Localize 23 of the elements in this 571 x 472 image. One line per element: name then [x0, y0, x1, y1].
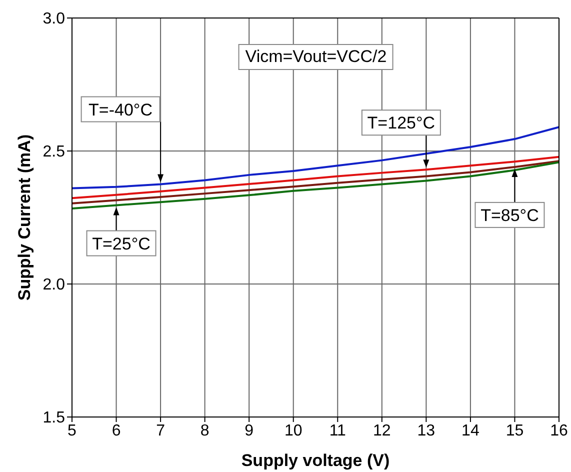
x-tick-label: 7	[156, 422, 166, 440]
x-axis-title: Supply voltage (V)	[241, 451, 390, 470]
series-label: T=25°C	[92, 234, 150, 254]
x-tick-label: 9	[244, 422, 254, 440]
y-tick-label: 1.5	[42, 410, 66, 427]
x-tick-label: 14	[462, 422, 480, 440]
x-tick-label: 5	[68, 422, 77, 440]
text: T=85°C	[480, 206, 539, 225]
y-tick-label: 3.0	[42, 10, 66, 28]
y-tick-label: 2.5	[42, 144, 66, 161]
x-tick-label: 6	[112, 422, 121, 440]
text: T=-40°C	[88, 100, 153, 120]
x-tick-label: 15	[506, 422, 524, 440]
x-tick-label: 10	[284, 422, 302, 440]
text: T=125°C	[367, 114, 436, 133]
x-tick-label: 11	[329, 422, 346, 440]
x-tick-label: 12	[373, 422, 391, 440]
x-tick-label: 13	[417, 422, 436, 440]
x-tick-label: 8	[200, 422, 210, 440]
y-axis-title: Supply Current (mA)	[15, 134, 34, 301]
annotation: Vicm=Vout=VCC/2	[238, 44, 394, 70]
x-tick-label: 16	[550, 422, 568, 440]
y-tick-label: 2.0	[42, 276, 66, 294]
